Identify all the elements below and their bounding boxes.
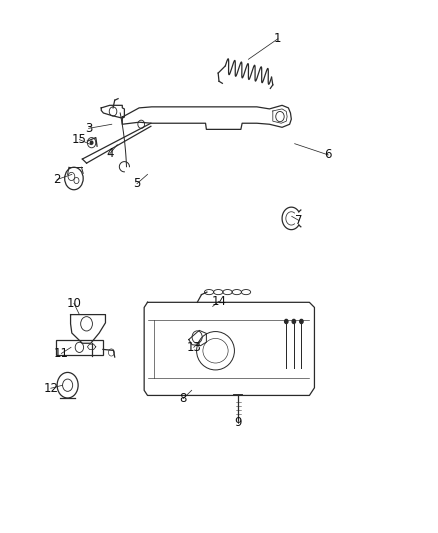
Text: 5: 5 — [133, 177, 141, 190]
Text: 15: 15 — [72, 133, 87, 146]
Text: 1: 1 — [274, 33, 282, 45]
Circle shape — [292, 319, 296, 324]
Text: 9: 9 — [234, 416, 242, 429]
Circle shape — [300, 319, 303, 324]
Text: 11: 11 — [54, 347, 69, 360]
Text: 2: 2 — [53, 173, 61, 186]
Text: 7: 7 — [295, 214, 303, 227]
Text: 4: 4 — [106, 148, 113, 160]
Text: 3: 3 — [85, 122, 92, 135]
Circle shape — [285, 319, 288, 324]
Text: 13: 13 — [186, 341, 201, 354]
Circle shape — [90, 141, 93, 144]
Text: 6: 6 — [325, 149, 332, 161]
Bar — [56, 340, 103, 354]
Text: 10: 10 — [67, 297, 81, 310]
Text: 14: 14 — [212, 295, 226, 308]
Text: 8: 8 — [180, 392, 187, 405]
Text: 12: 12 — [43, 382, 58, 395]
